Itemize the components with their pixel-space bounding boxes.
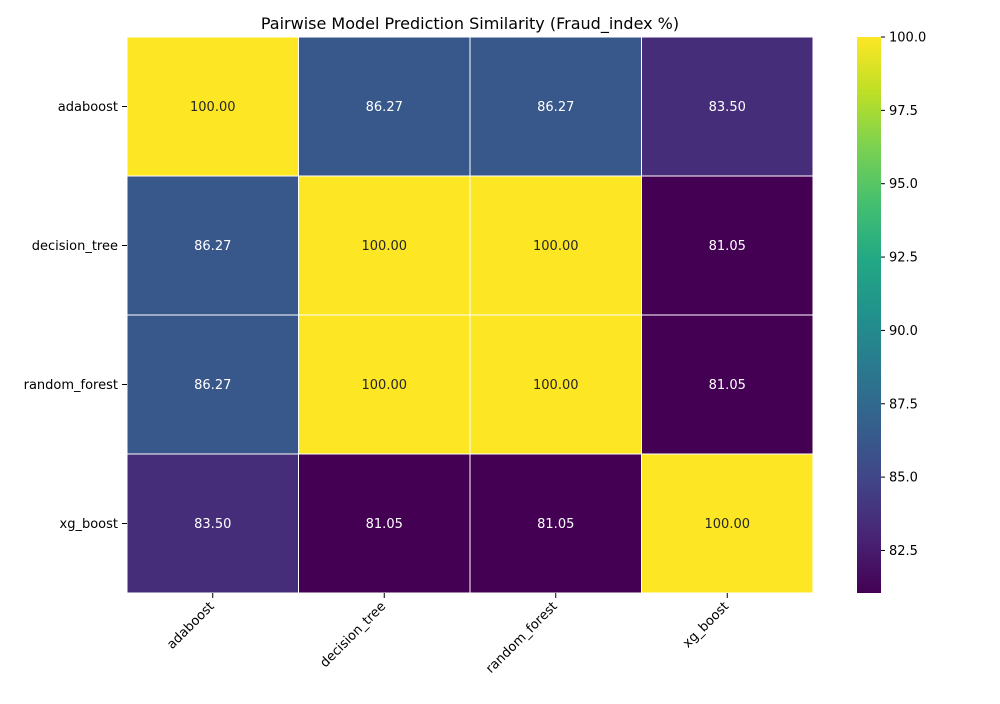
x-tick-label: decision_tree: [317, 599, 389, 671]
cell-value-label: 81.05: [709, 239, 746, 254]
x-axis-tick-labels: adaboost decision_tree random_forest xg_boo…: [164, 593, 732, 677]
heatmap-cell: [641, 175, 814, 316]
cell-value-label: 81.05: [537, 517, 574, 532]
y-tick-label: random_forest: [24, 378, 118, 393]
colorbar-tick-label: 95.0: [889, 177, 918, 192]
cell-value-label: 86.27: [194, 239, 231, 254]
colorbar: 82.5 85.0 87.5 90.0 92.5 95.0 97.5 100.0: [857, 31, 926, 593]
heatmap-cell: [126, 175, 299, 316]
cell-value-label: 86.27: [194, 378, 231, 393]
cell-value-label: 100.00: [705, 517, 751, 532]
y-tick-label: xg_boost: [60, 517, 118, 532]
cell-value-label: 100.00: [533, 378, 579, 393]
cell-value-label: 100.00: [362, 378, 408, 393]
heatmap-cell: [641, 36, 814, 177]
colorbar-tick-label: 85.0: [889, 471, 918, 486]
y-tick-label: adaboost: [58, 100, 118, 115]
cell-value-label: 81.05: [366, 517, 403, 532]
x-tick-label: adaboost: [164, 599, 217, 652]
colorbar-tick-label: 90.0: [889, 324, 918, 339]
heatmap-cell: [641, 453, 814, 594]
cell-value-label: 83.50: [709, 100, 746, 115]
heatmap-cell: [126, 36, 299, 177]
heatmap-annotations: 100.00 86.27 86.27 83.50 86.27 100.00 100.00 81…: [190, 100, 750, 532]
cell-value-label: 83.50: [194, 517, 231, 532]
y-axis-tick-labels: adaboost decision_tree random_forest xg_boo…: [24, 100, 127, 532]
heatmap-cell: [298, 453, 471, 594]
heatmap-cell: [298, 36, 471, 177]
colorbar-tick-label: 100.0: [889, 31, 926, 46]
heatmap-cell: [469, 453, 642, 594]
heatmap-cell: [126, 453, 299, 594]
heatmap-cell: [298, 175, 471, 316]
heatmap-cells: [126, 36, 814, 594]
heatmap-cell: [469, 36, 642, 177]
colorbar-gradient: [857, 37, 881, 593]
colorbar-tick-label: 87.5: [889, 397, 918, 412]
heatmap-cell: [641, 314, 814, 455]
heatmap-cell: [298, 314, 471, 455]
cell-value-label: 86.27: [537, 100, 574, 115]
cell-value-label: 86.27: [366, 100, 403, 115]
heatmap-cell: [469, 175, 642, 316]
chart-title: Pairwise Model Prediction Similarity (Fr…: [261, 14, 679, 34]
x-tick-label: random_forest: [483, 599, 560, 676]
cell-value-label: 100.00: [533, 239, 579, 254]
colorbar-tick-label: 97.5: [889, 104, 918, 119]
cell-value-label: 81.05: [709, 378, 746, 393]
cell-value-label: 100.00: [362, 239, 408, 254]
y-tick-label: decision_tree: [32, 239, 118, 254]
x-tick-label: xg_boost: [680, 599, 732, 651]
colorbar-tick-label: 92.5: [889, 251, 918, 266]
colorbar-tick-label: 82.5: [889, 544, 918, 559]
cell-value-label: 100.00: [190, 100, 236, 115]
